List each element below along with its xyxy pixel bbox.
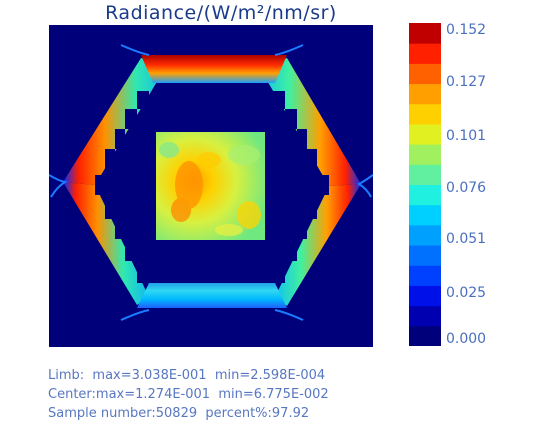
colorbar-tick-label: 0.000: [446, 331, 487, 347]
limb-band-top: [141, 55, 287, 83]
colorbar-band: [409, 245, 441, 266]
colorbar-tick-label: 0.051: [446, 231, 487, 248]
chart-title: Radiance/(W/m²/nm/sr): [105, 2, 337, 24]
colorbar-band: [409, 83, 441, 105]
colorbar-band: [409, 265, 441, 286]
center-texture: [159, 142, 261, 236]
limb-band-lower-left: [63, 182, 149, 305]
limb-step-edges: [95, 91, 329, 283]
colorbar-band: [409, 305, 441, 327]
colorbar-band: [409, 184, 441, 206]
limb-band-lower-right: [275, 184, 361, 306]
radiance-heatmap: [49, 25, 373, 347]
colorbar-band: [409, 204, 441, 226]
colorbar-band: [409, 103, 441, 125]
colorbar-tick-label: 0.025: [446, 285, 487, 302]
colorbar-band: [409, 285, 441, 307]
colorbar-band: [409, 325, 441, 346]
colorbar: [409, 23, 441, 346]
colorbar-tick-label: 0.101: [446, 127, 487, 144]
colorbar-band: [409, 224, 441, 246]
colorbar-tick-label: 0.127: [446, 73, 487, 90]
colorbar-tick-label: 0.152: [446, 22, 487, 38]
limb-band-upper-right: [259, 58, 361, 186]
stats-center: Center:max=1.274E-001 min=6.775E-002: [48, 387, 329, 402]
limb-corner-cusps: [49, 44, 373, 321]
colorbar-band: [409, 43, 441, 64]
colorbar-band: [409, 23, 441, 44]
colorbar-band: [409, 123, 441, 145]
stats-limb: Limb: max=3.038E-001 min=2.598E-004: [48, 368, 326, 383]
stats-sample: Sample number:50829 percent%:97.92: [48, 406, 310, 421]
colorbar-band: [409, 144, 441, 165]
colorbar-band: [409, 164, 441, 185]
limb-band-bottom: [137, 283, 287, 308]
colorbar-band: [409, 63, 441, 85]
limb-band-upper-left: [63, 58, 167, 185]
colorbar-tick-label: 0.076: [446, 179, 487, 196]
